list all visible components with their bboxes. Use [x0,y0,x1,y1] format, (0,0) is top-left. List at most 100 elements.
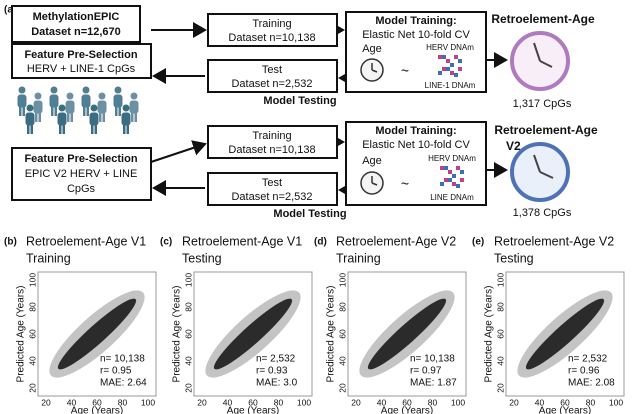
training-box [207,125,338,159]
person [97,92,107,122]
x-tick-label: 60 [560,397,570,407]
preselection-title: Feature Pre-Selection [24,49,137,61]
preselection-text: CpGs [67,183,96,195]
x-tick-label: 40 [67,397,77,407]
panel-title: Retroelement-Age V2 [336,234,456,248]
x-tick-label: 100 [609,397,623,407]
training-size: Dataset n=10,138 [228,144,315,156]
person [129,92,139,122]
x-tick-label: 80 [118,397,128,407]
preselection-title: Feature Pre-Selection [24,153,137,165]
person [65,92,75,122]
stat-label: r= 0.97 [410,366,442,377]
point-cloud [213,298,293,370]
clock-title: V2 [506,139,521,153]
stat-label: n= 2,532 [568,354,608,365]
panel-label: (d) [314,237,327,248]
person [89,104,99,134]
x-axis-label: Age (Years) [227,406,279,414]
y-tick-label: 80 [495,302,505,312]
model-age: Age [362,155,382,167]
tilde: ~ [401,63,409,79]
x-tick-label: 60 [248,397,258,407]
y-tick-label: 20 [183,383,193,393]
model-age: Age [362,43,382,55]
clock-v2 [510,142,570,202]
person [121,104,131,134]
panel-title: Retroelement-Age V2 [494,234,614,248]
training-title: Training [252,130,291,142]
dataset-size: Dataset n=12,670 [31,26,121,38]
stat-label: r= 0.96 [568,366,600,377]
person [113,86,123,116]
test-title: Test [262,177,282,189]
y-tick-label: 80 [337,302,347,312]
line-label: LINE-1 DNAm [425,81,476,90]
panel-label: (a) [4,5,16,16]
stat-label: r= 0.93 [256,366,288,377]
arrow [150,140,207,163]
y-tick-label: 20 [27,383,37,393]
preselection-text: HERV + LINE-1 CpGs [27,63,136,75]
x-tick-label: 20 [197,397,207,407]
y-tick-label: 60 [337,329,347,339]
y-tick-label: 100 [183,273,193,287]
tilde: ~ [401,176,409,192]
stat-label: MAE: 1.87 [410,378,457,389]
person [49,86,59,116]
y-tick-label: 40 [27,356,37,366]
clock-icon [360,58,384,82]
y-tick-label: 100 [495,273,505,287]
x-tick-label: 20 [41,397,51,407]
person [25,104,35,134]
stat-label: r= 0.95 [100,366,132,377]
y-tick-label: 80 [27,302,37,312]
y-tick-label: 100 [337,273,347,287]
x-axis-label: Age (Years) [539,406,591,414]
y-tick-label: 40 [337,356,347,366]
panel-title: Retroelement-Age V1 [182,234,302,248]
x-tick-label: 100 [297,397,311,407]
panel-title: Testing [494,251,534,265]
model-testing: Model Testing [273,208,346,220]
training-size: Dataset n=10,138 [228,32,315,44]
x-tick-label: 60 [402,397,412,407]
panel-title: Testing [182,251,222,265]
y-tick-label: 60 [183,329,193,339]
y-tick-label: 40 [183,356,193,366]
x-tick-label: 80 [586,397,596,407]
people-icon [17,86,139,134]
x-axis-label: Age (Years) [381,406,433,414]
x-tick-label: 20 [509,397,519,407]
line-label: LINE DNAm [430,193,474,202]
x-tick-label: 60 [92,397,102,407]
model-method: Elastic Net 10-fold CV [362,29,470,41]
y-tick-label: 100 [27,273,37,287]
x-tick-label: 100 [141,397,155,407]
stat-label: n= 10,138 [100,354,145,365]
cpg-count: 1,317 CpGs [513,98,572,110]
point-cloud [367,298,447,370]
panel-a: (a) MethylationEPIC Dataset n=12,670 Fea… [4,5,598,220]
dataset-title: MethylationEPIC [33,11,120,23]
stat-label: MAE: 2.64 [100,378,147,389]
panel-title: Training [26,251,71,265]
x-tick-label: 100 [451,397,465,407]
x-tick-label: 40 [223,397,233,407]
clock-v1 [510,31,570,91]
point-cloud [525,298,605,370]
y-tick-label: 40 [495,356,505,366]
scatter-panel: (e) Retroelement-Age V2 Testing 20 40 60 80 100… [472,234,625,414]
x-axis-label: Age (Years) [71,406,123,414]
panel-label: (e) [472,237,484,248]
clock-icon [360,171,384,195]
person [17,86,27,116]
dataset-box [11,5,141,43]
model-testing: Model Testing [263,95,336,107]
test-box [207,59,338,93]
panel-label: (c) [160,237,172,248]
y-tick-label: 60 [27,329,37,339]
scatter-panel: (b) Retroelement-Age V1 Training 20 40 60 80 10… [4,234,157,414]
stat-label: MAE: 3.0 [256,378,298,389]
